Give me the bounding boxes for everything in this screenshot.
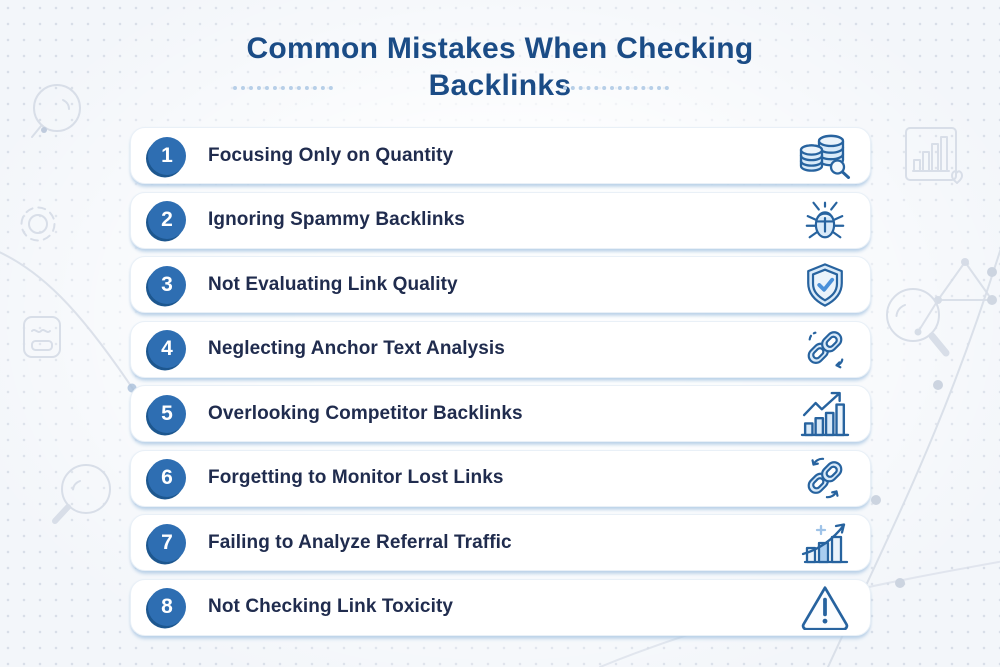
list-item: 2 Ignoring Spammy Backlinks [130,191,871,249]
page-title: Common Mistakes When Checking Backlinks [0,30,1000,104]
warning-triangle-icon [797,583,853,631]
title-dotted-accent-right [563,86,669,90]
database-search-icon [797,132,853,180]
page-title-line1: Common Mistakes When Checking [246,32,754,65]
mistake-label: Overlooking Competitor Backlinks [208,402,523,424]
shield-check-icon [797,261,853,309]
mistake-label: Neglecting Anchor Text Analysis [208,338,505,359]
list-item: 4 Neglecting Anchor Text Analysis [130,320,871,378]
list-item: 5 Overlooking Competitor Backlinks [130,385,871,442]
traffic-growth-chart-icon [797,519,853,567]
list-item: 6 Forgetting to Monitor Lost Links [130,449,871,507]
link-refresh-icon [797,454,853,502]
mistake-label: Failing to Analyze Referral Traffic [208,531,512,553]
chain-link-icon [797,325,853,373]
number-badge: 7 [148,523,186,562]
number-badge: 1 [148,136,186,175]
mistakes-list: 1 Focusing Only on Quantity 2 Ignoring S… [130,127,871,636]
mistake-label: Not Evaluating Link Quality [208,273,458,295]
mistake-label: Focusing Only on Quantity [208,144,454,166]
mistake-label: Forgetting to Monitor Lost Links [208,467,504,488]
list-item: 3 Not Evaluating Link Quality [130,256,871,313]
mistake-label: Not Checking Link Toxicity [208,596,454,617]
number-badge: 4 [148,330,186,368]
number-badge: 3 [148,265,186,304]
number-badge: 6 [148,459,186,497]
number-badge: 5 [148,394,186,433]
list-item: 7 Failing to Analyze Referral Traffic [130,514,871,571]
bar-chart-up-arrow-icon [797,390,853,438]
list-item: 8 Not Checking Link Toxicity [130,578,871,636]
number-badge: 2 [148,201,186,239]
title-dotted-accent-left [233,86,333,90]
page-title-line2: Backlinks [428,69,572,102]
bug-icon [797,196,853,244]
mistake-label: Ignoring Spammy Backlinks [208,209,465,230]
list-item: 1 Focusing Only on Quantity [130,127,871,184]
number-badge: 8 [148,588,186,626]
